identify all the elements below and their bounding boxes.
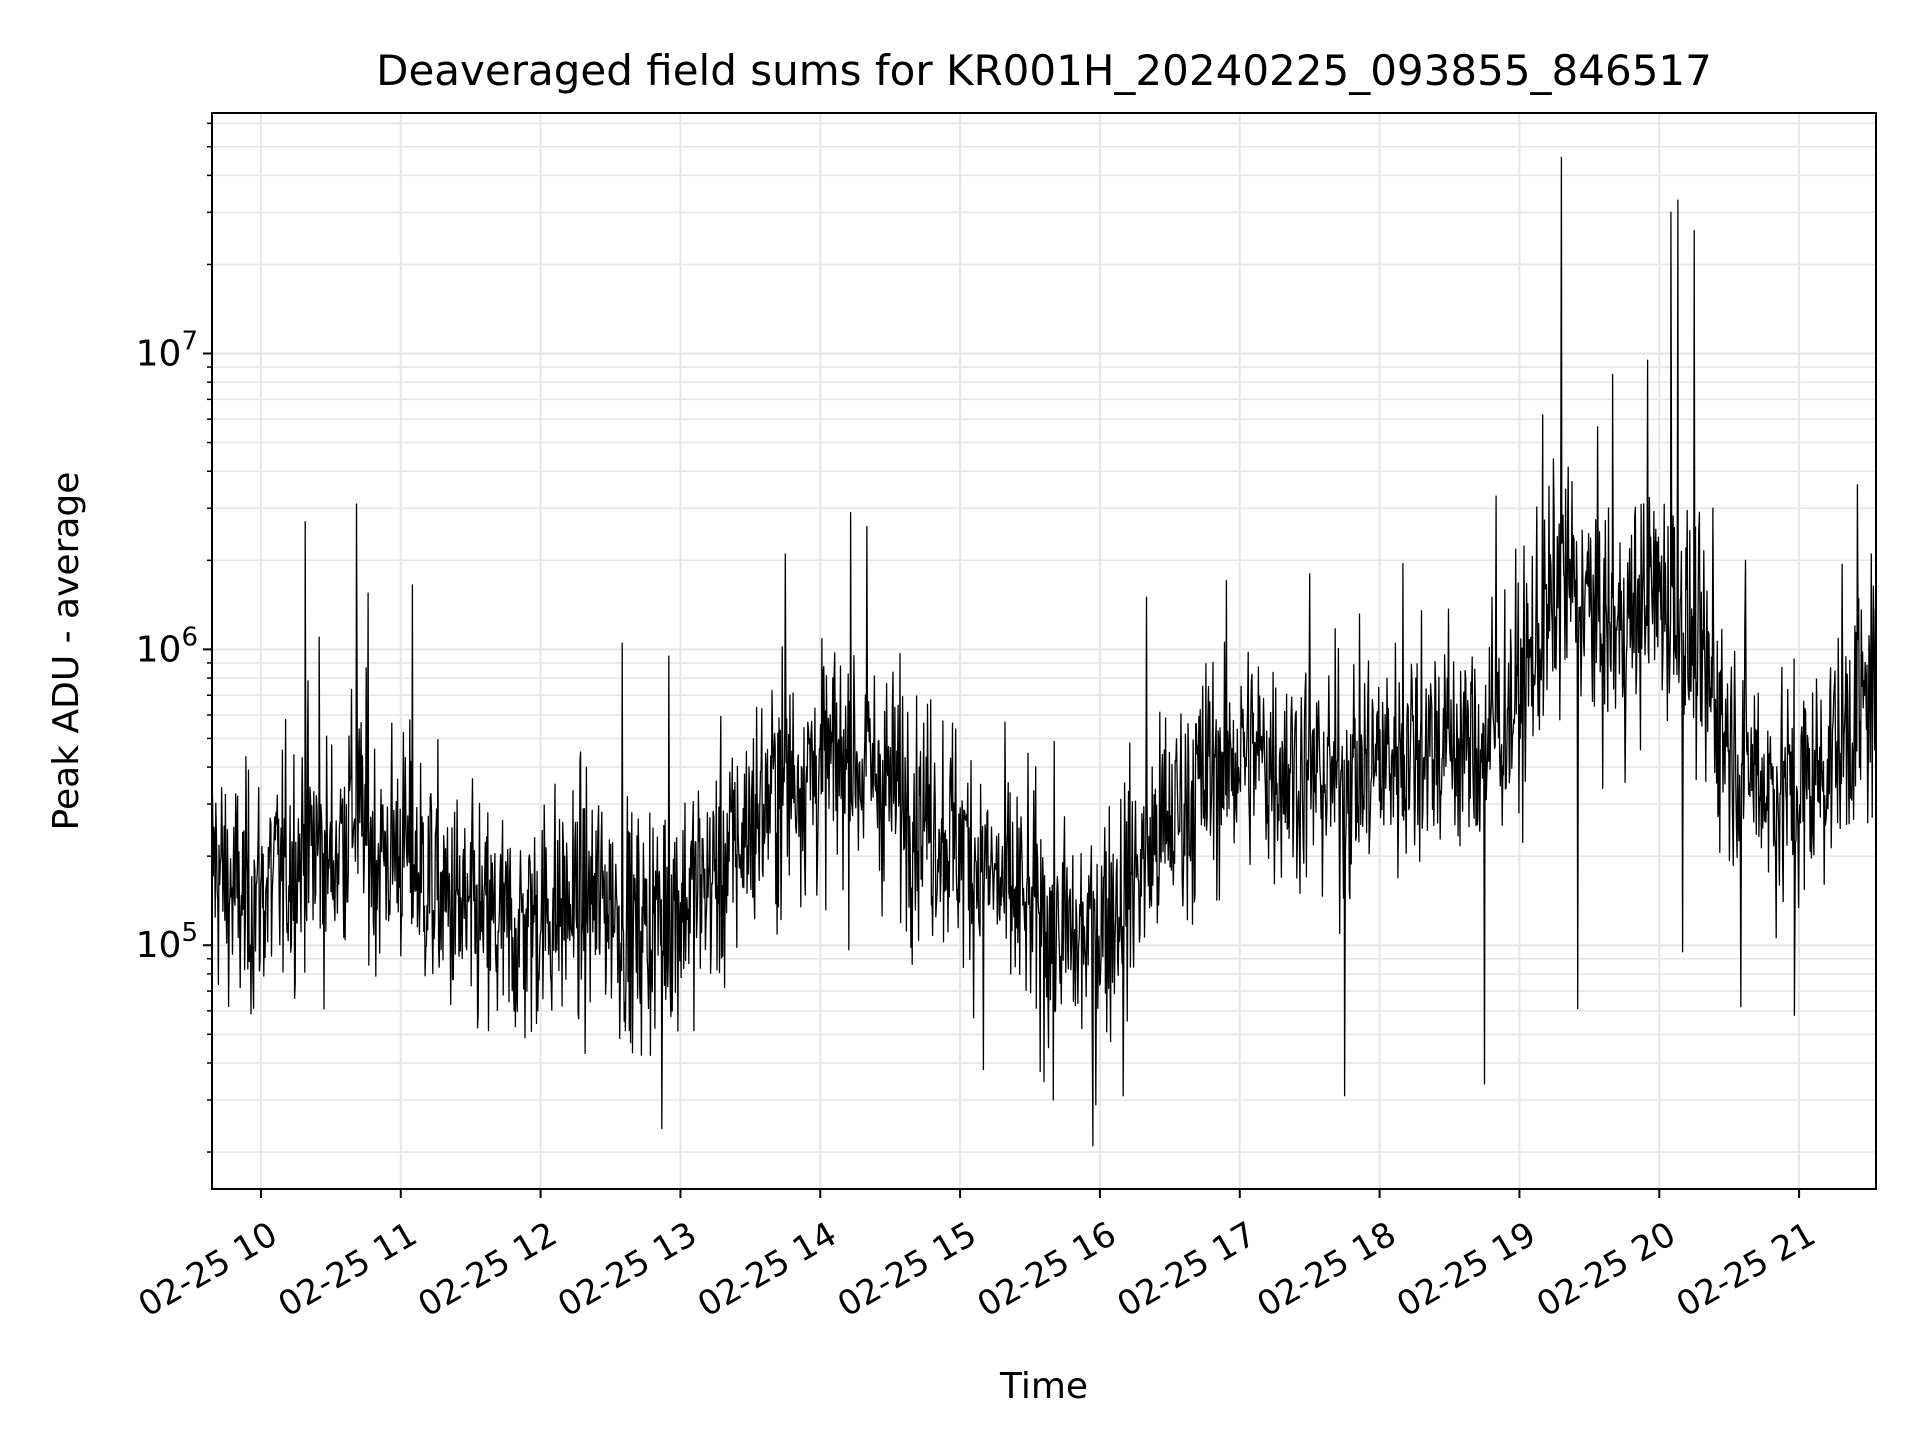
grid <box>212 113 1876 1189</box>
y-tick-label-exponent: 7 <box>181 327 198 357</box>
y-tick-label: 105 <box>136 918 198 966</box>
y-tick-label: 107 <box>136 327 198 375</box>
y-tick-label-exponent: 6 <box>181 622 198 652</box>
plot-area <box>211 156 1877 1147</box>
y-tick-label-base: 10 <box>136 925 182 966</box>
y-tick-label: 106 <box>136 622 198 670</box>
x-axis-label: Time <box>999 1366 1088 1407</box>
y-tick-label-base: 10 <box>136 629 182 670</box>
y-tick-label-exponent: 5 <box>181 918 198 948</box>
axes-frame <box>211 112 1877 1190</box>
y-axis-label: Peak ADU - average <box>46 472 87 831</box>
data-series-line <box>211 156 1877 1147</box>
chart-title: Deaveraged field sums for KR001H_2024022… <box>376 46 1712 95</box>
y-tick-label-base: 10 <box>136 334 182 375</box>
